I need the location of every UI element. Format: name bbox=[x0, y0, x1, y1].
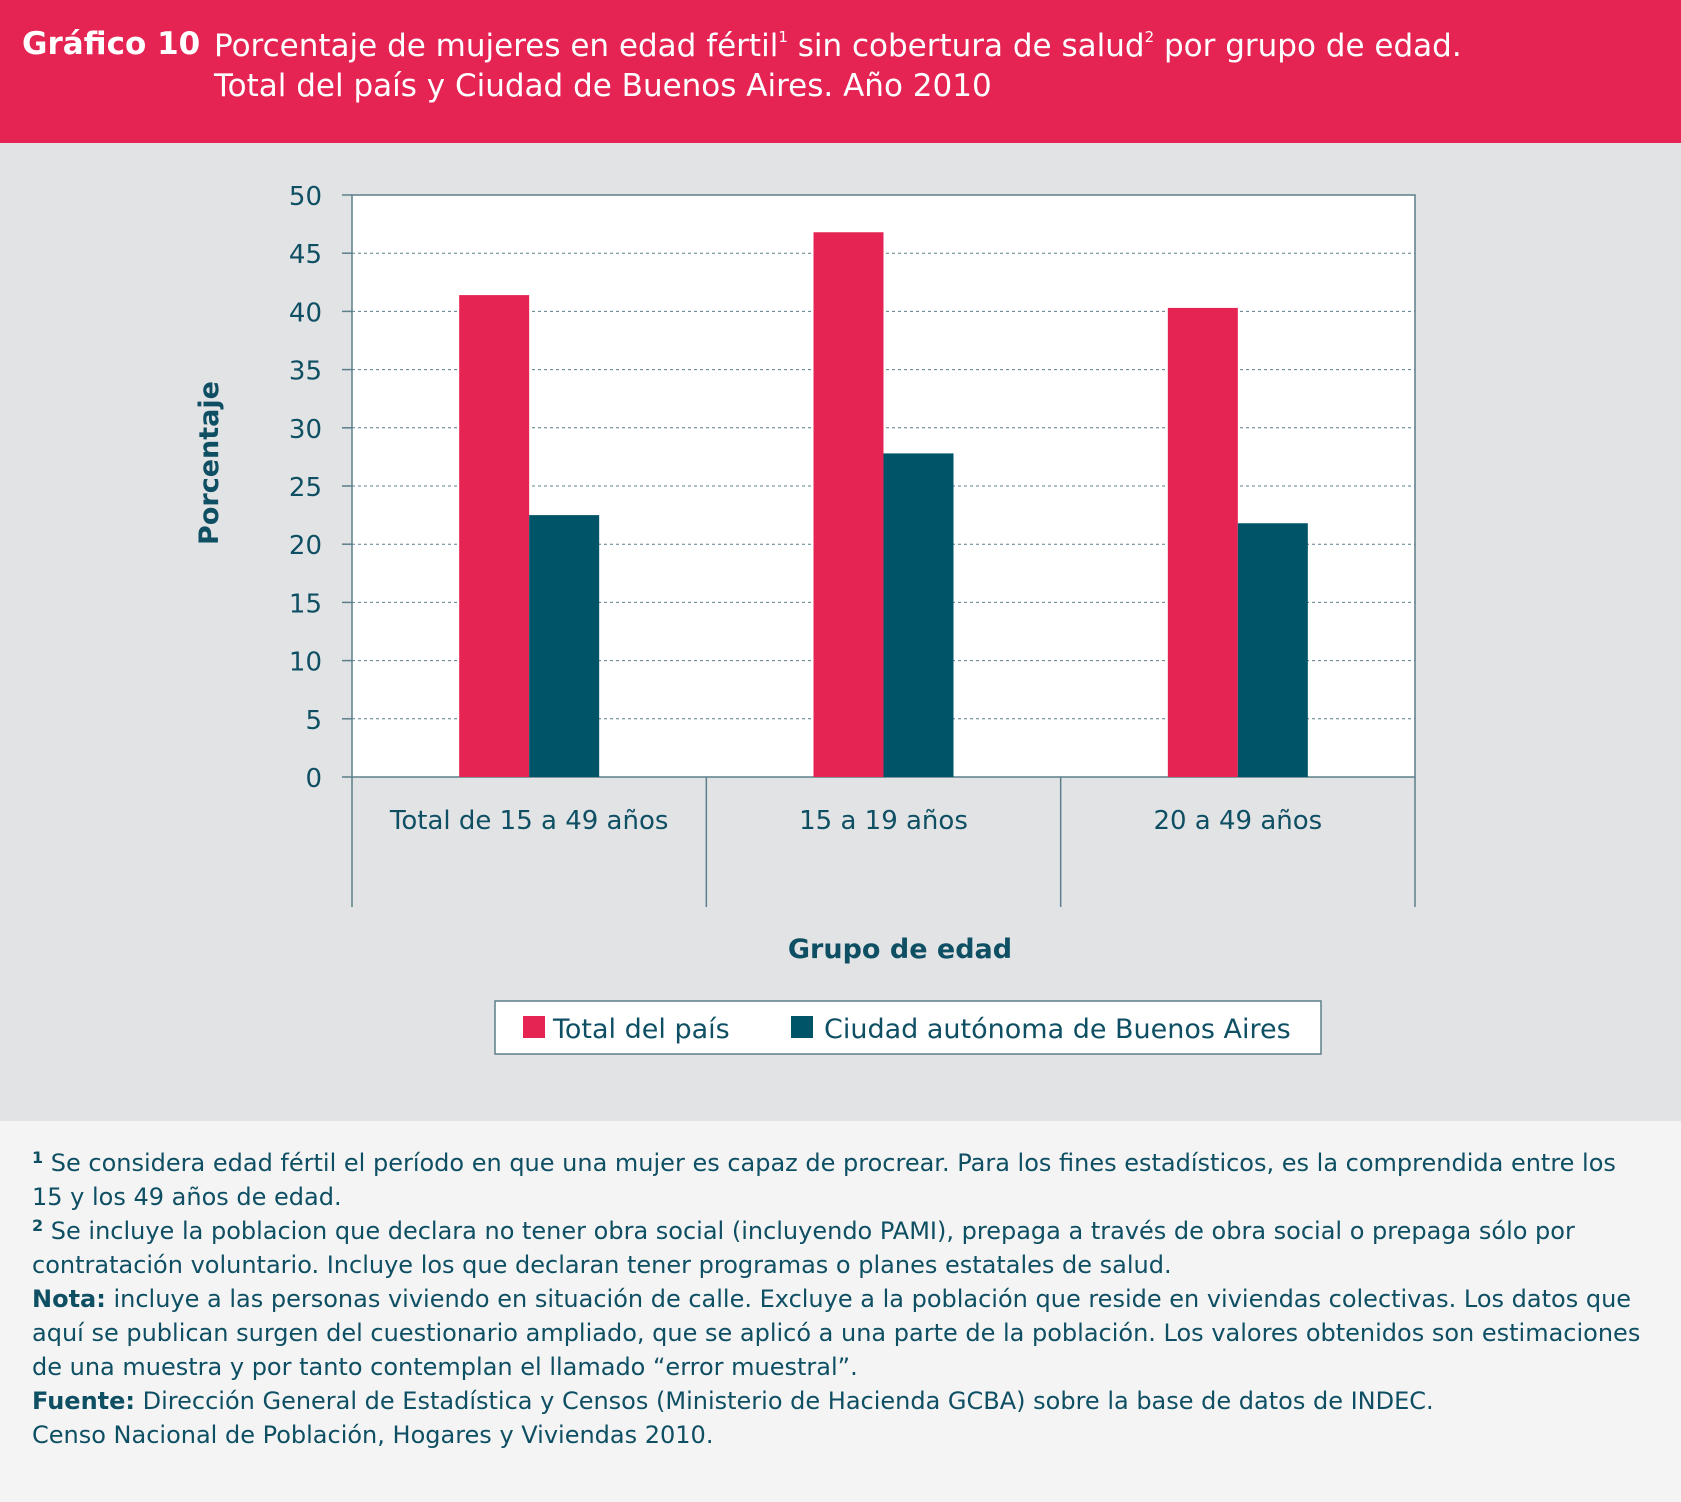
footnote-2-text: Se incluye la poblacion que declara no t… bbox=[32, 1217, 1575, 1279]
legend-label-series-2: Ciudad autónoma de Buenos Aires bbox=[824, 1014, 1291, 1045]
note: Nota: incluye a las personas viviendo en… bbox=[32, 1282, 1652, 1384]
footnote-1-marker: 1 bbox=[32, 1148, 44, 1167]
x-axis-title: Grupo de edad bbox=[788, 934, 1012, 965]
note-label: Nota: bbox=[32, 1285, 106, 1313]
y-tick-label-5: 5 bbox=[305, 706, 322, 736]
y-tick-label-50: 50 bbox=[289, 182, 322, 212]
legend-label-series-1: Total del país bbox=[552, 1014, 730, 1045]
legend-swatch-series-1 bbox=[523, 1016, 545, 1038]
y-tick-label-10: 10 bbox=[289, 648, 322, 678]
source-label: Fuente: bbox=[32, 1387, 135, 1415]
x-category-label-1: Total de 15 a 49 años bbox=[389, 806, 669, 836]
bar-2-2 bbox=[883, 453, 954, 777]
footnotes: 1 Se considera edad fértil el período en… bbox=[32, 1146, 1652, 1452]
legend: Total del país Ciudad autónoma de Buenos… bbox=[494, 1000, 1322, 1055]
bar-chart: 0 5 10 15 20 25 30 35 40 45 50 Total de 15 a 49 añ… bbox=[194, 182, 1416, 1055]
title-part-2: sin cobertura de salud bbox=[787, 28, 1145, 64]
legend-box bbox=[494, 1000, 1322, 1055]
bar-1-3 bbox=[1167, 307, 1238, 777]
bar-2-1 bbox=[529, 515, 600, 777]
chart-number: Gráfico 10 bbox=[22, 26, 201, 62]
bars bbox=[459, 232, 1308, 778]
x-category-label-2: 15 a 19 años bbox=[799, 806, 968, 836]
bar-2-3 bbox=[1237, 523, 1308, 777]
y-tick-label-40: 40 bbox=[289, 298, 322, 328]
y-axis-title: Porcentaje bbox=[194, 381, 225, 545]
y-tick-label-0: 0 bbox=[305, 764, 322, 794]
x-axis: Total de 15 a 49 años 15 a 19 años 20 a 49… bbox=[351, 777, 1416, 907]
chart-header: Gráfico 10 Porcentaje de mujeres en edad… bbox=[0, 0, 1681, 143]
footnote-2-marker: 2 bbox=[32, 1216, 44, 1235]
y-axis: 0 5 10 15 20 25 30 35 40 45 50 bbox=[289, 182, 352, 794]
footnote-1-text: Se considera edad fértil el período en q… bbox=[32, 1149, 1616, 1211]
title-footnote-2: 2 bbox=[1144, 28, 1155, 46]
source-line-2: Censo Nacional de Población, Hogares y V… bbox=[32, 1421, 714, 1449]
title-footnote-1: 1 bbox=[778, 28, 788, 46]
bar-1-2 bbox=[813, 232, 884, 778]
bar-1-1 bbox=[459, 295, 530, 777]
legend-swatch-series-2 bbox=[791, 1016, 813, 1038]
y-tick-label-15: 15 bbox=[289, 589, 322, 619]
source-text: Dirección General de Estadística y Censo… bbox=[135, 1387, 1434, 1415]
chart-panel: 0 5 10 15 20 25 30 35 40 45 50 Total de 15 a 49 añ… bbox=[0, 143, 1681, 1121]
footnote-2: 2 Se incluye la poblacion que declara no… bbox=[32, 1214, 1652, 1282]
y-tick-label-45: 45 bbox=[289, 240, 322, 270]
note-text: incluye a las personas viviendo en situa… bbox=[32, 1285, 1641, 1381]
title-part-3: por grupo de edad. bbox=[1154, 28, 1462, 64]
y-tick-label-30: 30 bbox=[289, 415, 322, 445]
y-tick-label-25: 25 bbox=[289, 473, 322, 503]
y-tick-label-35: 35 bbox=[289, 357, 322, 387]
x-category-label-3: 20 a 49 años bbox=[1153, 806, 1322, 836]
footnote-1: 1 Se considera edad fértil el período en… bbox=[32, 1146, 1652, 1214]
title-line-2: Total del país y Ciudad de Buenos Aires.… bbox=[214, 68, 992, 104]
chart-title: Porcentaje de mujeres en edad fértil1 si… bbox=[214, 26, 1462, 106]
y-tick-label-20: 20 bbox=[289, 531, 322, 561]
title-part-1: Porcentaje de mujeres en edad fértil bbox=[214, 28, 779, 64]
source: Fuente: Dirección General de Estadística… bbox=[32, 1384, 1652, 1418]
